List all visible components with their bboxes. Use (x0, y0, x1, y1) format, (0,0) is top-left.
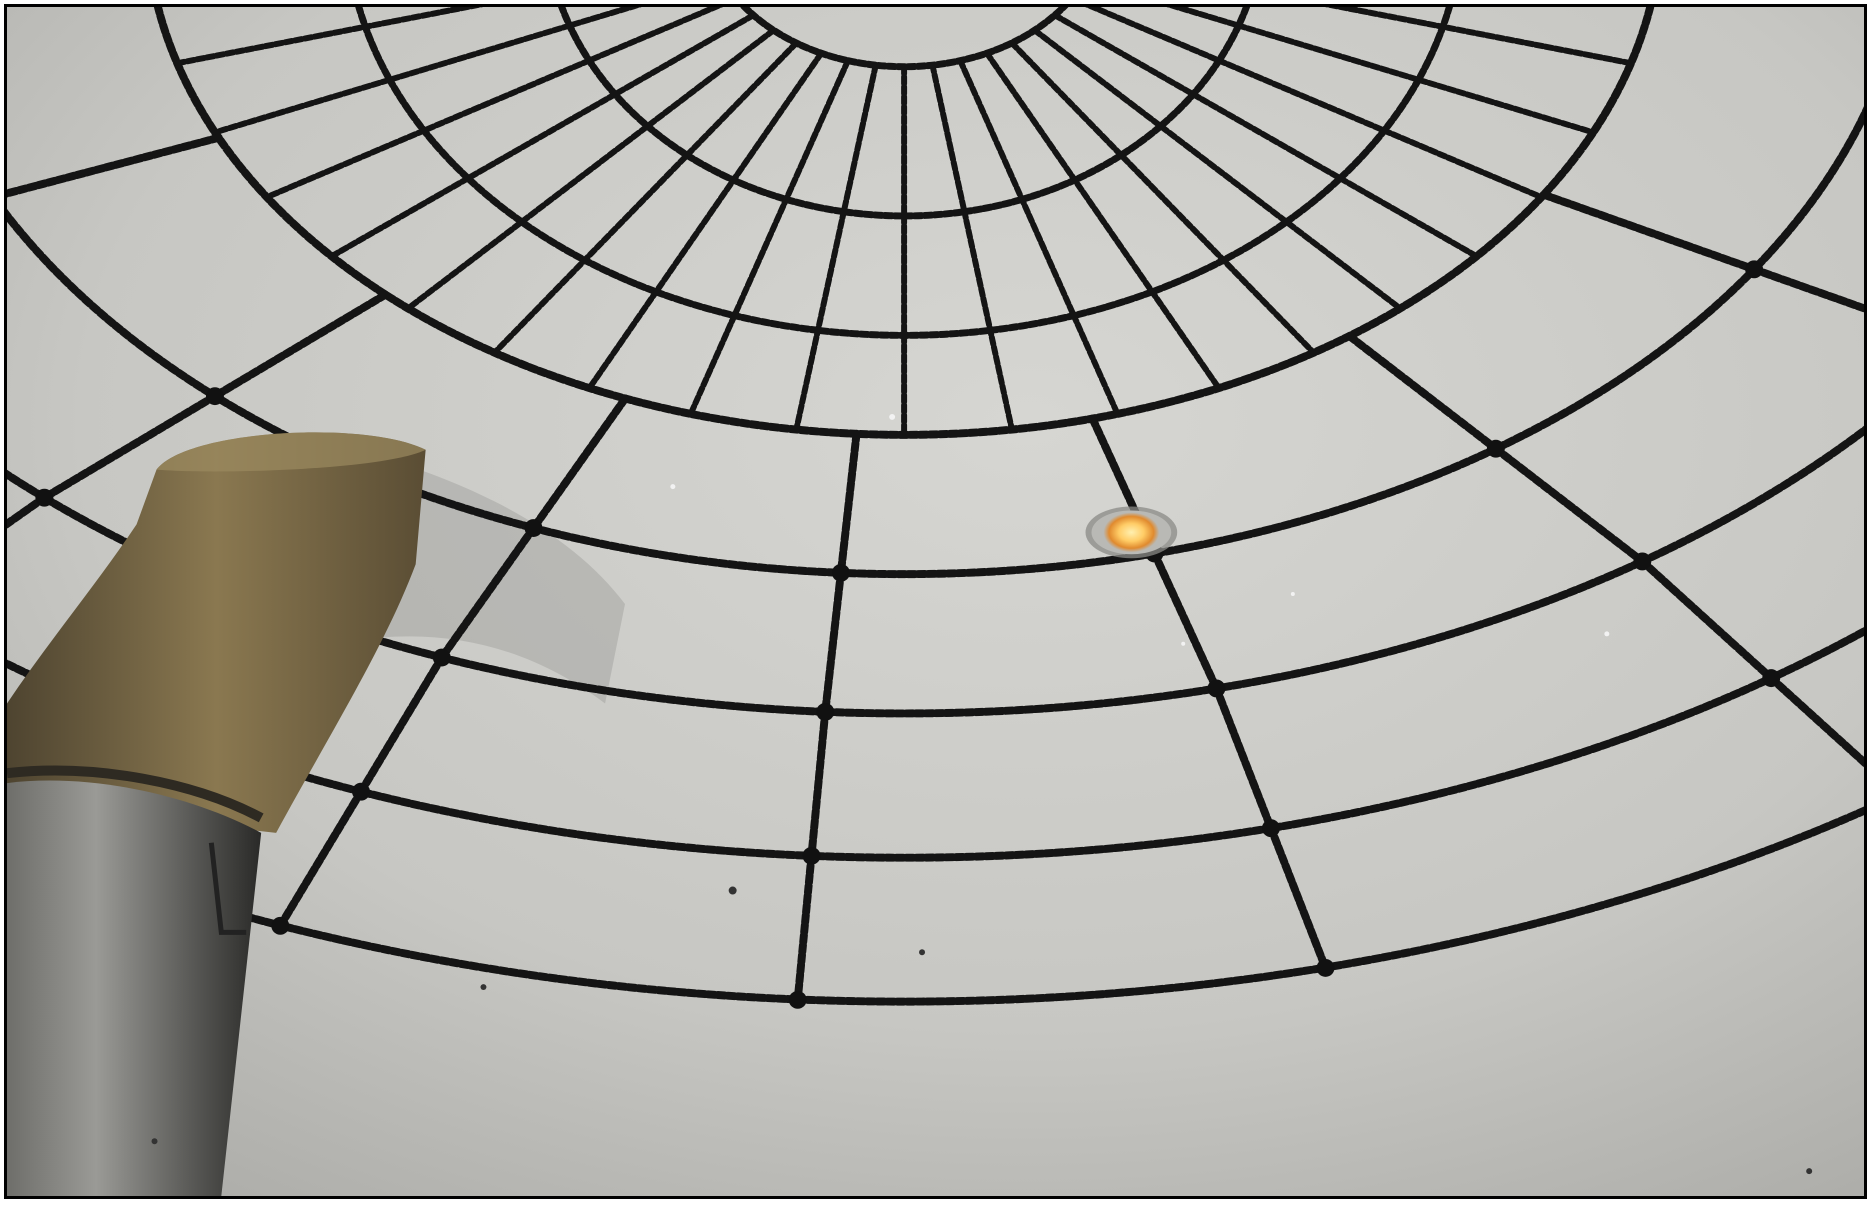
dome-rib-inner (687, 57, 851, 417)
dome-rib-outer (1491, 444, 1647, 566)
grid-node (802, 846, 821, 865)
grid-node (788, 990, 807, 1009)
dome-rib-inner (957, 57, 1121, 417)
dome-rib-outer (7, 133, 223, 198)
dome-rib-inner (174, 7, 484, 67)
grid-node (432, 648, 451, 667)
dome-rib-inner (212, 7, 642, 136)
dome-rib-outer (1266, 824, 1330, 972)
saturn-projection (1085, 506, 1178, 559)
grid-intersections (35, 260, 1781, 1009)
dome-rib-outer (836, 429, 861, 577)
grid-node (1486, 439, 1505, 458)
grid-node (271, 916, 290, 935)
dome-rib-inner (1008, 40, 1317, 356)
dome-rib-inner (586, 50, 825, 392)
dome-rib-outer (821, 568, 845, 716)
grid-node (831, 563, 850, 582)
dome-rib-outer (1767, 674, 1864, 768)
dome-ring (7, 425, 1864, 718)
grid-node (1262, 819, 1280, 838)
dome-rib-outer (793, 851, 816, 1004)
dome-rib-outer (529, 394, 630, 533)
grid-node (205, 387, 224, 406)
dome-rib-outer (1638, 557, 1776, 683)
dome-rib-inner (929, 62, 1015, 433)
dome-rib-inner (1166, 7, 1597, 136)
dome-rib-outer (357, 653, 446, 796)
dome-rib-inner (1085, 7, 1545, 201)
dome-rib-outer (807, 707, 830, 860)
projector (7, 432, 426, 1196)
dome-rib-outer (7, 493, 49, 529)
dome-rib-outer (437, 524, 538, 662)
grid-node (35, 488, 54, 507)
grid-node (352, 782, 371, 801)
dome-rib-inner (793, 62, 879, 433)
grid-node (816, 702, 835, 721)
photo-frame (4, 4, 1867, 1199)
dome-ring (7, 106, 1864, 579)
dome-ring (7, 626, 1864, 862)
dome-rib-outer (276, 787, 366, 930)
dome-rib-inner (405, 27, 777, 312)
grid-node (1207, 679, 1226, 698)
grid-node (524, 519, 543, 537)
grid-node (1762, 669, 1781, 688)
dust-specks (151, 886, 1813, 1175)
planetarium-dome-photo (7, 7, 1864, 1196)
dome-rib-outer (1150, 549, 1221, 693)
grid-node (1745, 260, 1764, 279)
dome-rib-inner (1324, 7, 1634, 67)
dome-ring (7, 806, 1864, 1006)
dome-rib-inner (263, 7, 724, 201)
dome-rib-outer (1212, 684, 1275, 833)
dome-rib-outer (40, 392, 219, 502)
grid-node (1316, 958, 1335, 977)
dome-rib-outer (1345, 332, 1500, 453)
dome-rib-outer (210, 290, 390, 401)
dome-rib-inner (1051, 12, 1480, 260)
star-dots (670, 413, 1610, 646)
dome-grid-lines (7, 7, 1864, 1006)
dome-rib-outer (1750, 265, 1864, 313)
dome-rib-inner (983, 50, 1222, 392)
dome-rib-inner (1031, 27, 1404, 312)
dome-rib-inner (328, 12, 757, 260)
dome-rib-inner (491, 40, 800, 356)
grid-node (1633, 552, 1652, 571)
dome-rib-outer (1539, 190, 1759, 274)
